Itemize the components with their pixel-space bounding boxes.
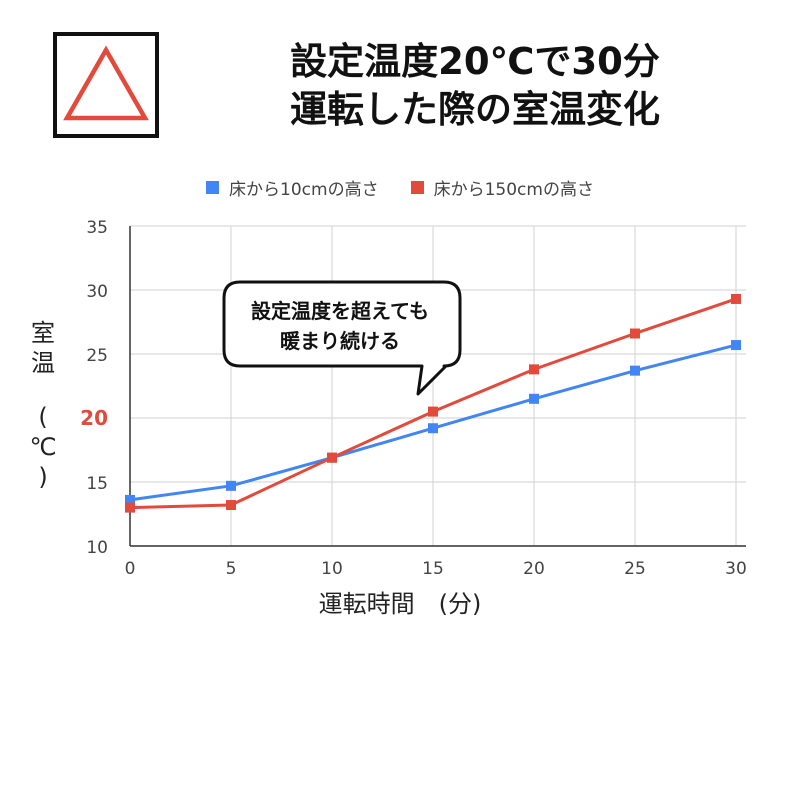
x-tick-label: 20 [523,559,545,579]
data-point-series-1 [226,480,236,491]
x-tick-label: 25 [624,559,646,579]
data-point-series-1 [630,365,640,376]
title-line-2: 運転した際の室温変化 [290,88,660,131]
y-tick-label: 20 [80,406,108,430]
x-tick-label: 10 [321,559,343,579]
data-point-series-2 [226,500,236,511]
callout-line-1: 設定温度を超えても [251,299,429,323]
page-title: 設定温度20℃で30分 運転した際の室温変化 [175,38,775,134]
x-tick-label: 0 [125,559,136,579]
data-point-series-2 [125,502,135,513]
y-tick-label: 15 [86,474,108,494]
callout-text: 設定温度を超えても 暖まり続ける [226,296,454,356]
y-tick-label: 10 [86,538,108,558]
title-line-1: 設定温度20℃で30分 [290,40,660,83]
data-point-series-1 [529,393,539,404]
y-axis-label-char: 室 [31,319,55,347]
legend-item-series-1: 床から10cmの高さ [206,175,379,200]
data-point-series-2 [529,364,539,375]
data-point-series-1 [731,340,741,351]
data-point-series-1 [125,494,135,505]
data-point-series-2 [428,406,438,417]
y-axis-label-char: ( [38,403,48,431]
legend-item-series-2: 床から150cmの高さ [410,175,594,200]
y-tick-label: 25 [86,346,108,366]
x-axis-label: 運転時間 (分) [318,590,482,618]
data-point-series-2 [327,452,337,463]
callout-line-2: 暖まり続ける [280,329,400,353]
y-axis-label-char: 温 [31,349,55,377]
y-axis-label-char: ) [38,463,48,491]
x-tick-label: 5 [226,559,237,579]
rating-badge [53,32,159,138]
chart-legend: 床から10cmの高さ 床から150cmの高さ [0,172,800,202]
x-tick-label: 30 [725,559,747,579]
data-point-series-2 [630,328,640,339]
y-axis-label-char: ℃ [29,433,57,461]
data-point-series-2 [731,293,741,304]
x-tick-label: 15 [422,559,444,579]
y-tick-label: 30 [86,282,108,302]
legend-label-series-2: 床から150cmの高さ [433,179,594,200]
y-axis-label: 室温 (℃) [26,318,60,492]
data-point-series-1 [428,423,438,434]
callout-bubble [222,280,462,396]
legend-label-series-1: 床から10cmの高さ [229,179,379,200]
triangle-rating-icon [63,45,149,121]
legend-swatch-series-2 [410,180,424,194]
legend-swatch-series-1 [206,180,220,194]
y-tick-label: 35 [86,218,108,238]
